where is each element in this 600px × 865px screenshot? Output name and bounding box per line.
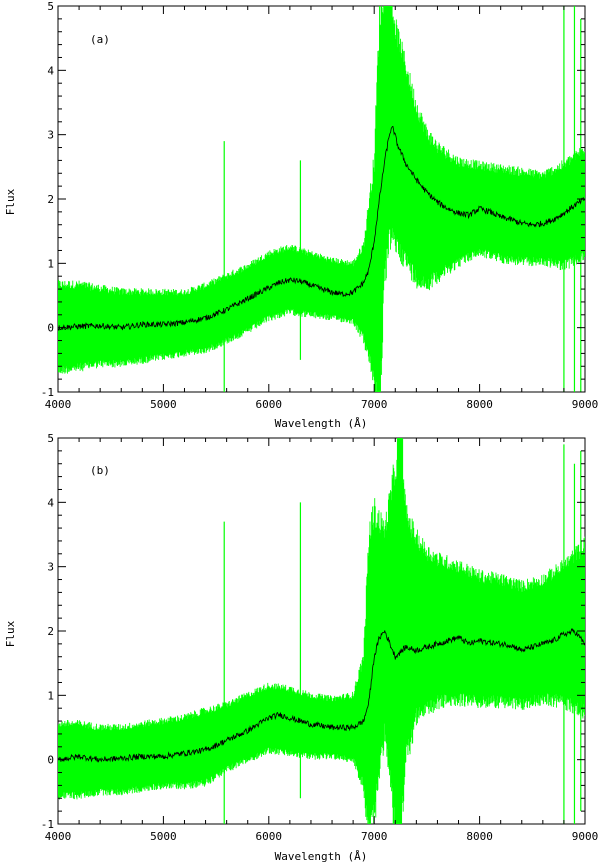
y-tick-label: 5 — [47, 0, 54, 13]
y-tick-label: 3 — [47, 561, 54, 574]
panel-a-y-axis-title: Flux — [4, 188, 17, 215]
panel-a-label: (a) — [90, 33, 110, 46]
x-tick-label: 4000 — [45, 830, 72, 843]
spread-band — [58, 438, 585, 824]
y-tick-label: 4 — [47, 496, 54, 509]
x-tick-label: 8000 — [466, 398, 493, 411]
panel-b: 4000 5000 6000 7000 8000 9000 -1 0 1 2 3 4 5 (b) Wav… — [4, 432, 598, 863]
x-tick-label: 8000 — [466, 830, 493, 843]
panel-b-ticks: 4000 5000 6000 7000 8000 9000 -1 0 1 2 3 4 5 — [41, 432, 599, 843]
panel-a-plot-area — [58, 6, 585, 392]
x-tick-label: 7000 — [361, 830, 388, 843]
panel-a-ticks: 4000 5000 6000 7000 8000 9000 -1 0 1 2 3 4 5 — [41, 0, 599, 411]
y-tick-label: 0 — [47, 322, 54, 335]
y-tick-label: 1 — [47, 689, 54, 702]
y-tick-label: -1 — [41, 818, 54, 831]
panel-a-x-axis-title: Wavelength (Å) — [275, 417, 368, 430]
y-tick-label: 4 — [47, 64, 54, 77]
y-tick-label: 2 — [47, 625, 54, 638]
x-tick-label: 6000 — [256, 830, 283, 843]
x-tick-label: 9000 — [572, 398, 599, 411]
x-tick-label: 4000 — [45, 398, 72, 411]
panel-b-x-axis-title: Wavelength (Å) — [275, 850, 368, 863]
y-tick-label: 1 — [47, 257, 54, 270]
x-tick-label: 5000 — [150, 830, 177, 843]
spread-band — [58, 6, 585, 392]
panel-a: 4000 5000 6000 7000 8000 9000 -1 0 1 2 3 4 5 (a) Wav… — [4, 0, 598, 430]
y-tick-label: 2 — [47, 193, 54, 206]
mean-spectrum-line — [58, 125, 585, 332]
panel-b-plot-area — [58, 438, 585, 824]
y-tick-label: 5 — [47, 432, 54, 445]
panel-b-y-axis-title: Flux — [4, 620, 17, 647]
y-tick-label: 0 — [47, 754, 54, 767]
panel-b-label: (b) — [90, 464, 110, 477]
x-tick-label: 7000 — [361, 398, 388, 411]
y-tick-label: -1 — [41, 386, 54, 399]
mean-spectrum-line — [58, 628, 585, 763]
x-tick-label: 6000 — [256, 398, 283, 411]
x-tick-label: 5000 — [150, 398, 177, 411]
y-tick-label: 3 — [47, 129, 54, 142]
x-tick-label: 9000 — [572, 830, 599, 843]
